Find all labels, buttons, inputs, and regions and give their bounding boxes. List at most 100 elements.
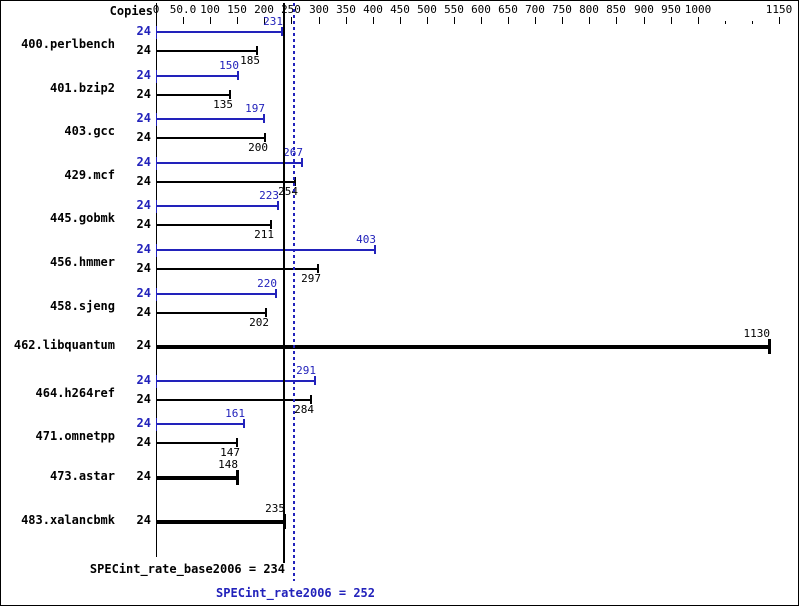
bar-end-cap [264, 133, 266, 142]
benchmark-bar [157, 137, 265, 139]
bar-origin-cap [156, 437, 157, 450]
bar-origin-cap [156, 89, 157, 102]
x-axis-tick-label: 0 [152, 3, 160, 16]
x-axis-tick-label: 950 [661, 3, 681, 16]
bar-value-label: 1130 [743, 327, 771, 340]
bar-origin-cap [156, 132, 157, 145]
benchmark-name-label: 483.xalancbmk [21, 513, 115, 527]
copies-value: 24 [136, 68, 151, 82]
bar-value-label: 135 [213, 98, 233, 111]
benchmark-bar [157, 75, 238, 77]
bar-value-label: 297 [301, 272, 321, 285]
x-axis-tick-label: 550 [444, 3, 464, 16]
bar-origin-cap [156, 307, 157, 320]
benchmark-bar [157, 293, 276, 295]
x-axis-tick-label: 850 [606, 3, 626, 16]
x-axis-tick [671, 17, 672, 24]
x-axis-tick [616, 17, 617, 24]
x-axis-tick [535, 17, 536, 24]
bar-end-cap [294, 177, 296, 186]
bar-origin-cap [156, 468, 157, 488]
bar-value-label: 211 [254, 228, 274, 241]
x-axis-tick [237, 17, 238, 24]
benchmark-name-label: 400.perlbench [21, 37, 115, 51]
benchmark-name-label: 429.mcf [64, 168, 115, 182]
benchmark-bar [157, 476, 237, 480]
copies-value: 24 [136, 513, 151, 527]
bar-value-label: 291 [296, 364, 316, 377]
bar-value-label: 403 [356, 233, 376, 246]
bar-origin-cap [156, 219, 157, 232]
x-axis-tick [644, 17, 645, 24]
benchmark-bar [157, 423, 244, 425]
bar-origin-cap [156, 244, 157, 257]
bar-origin-cap [156, 512, 157, 532]
x-axis-tick-label: 700 [525, 3, 545, 16]
bar-origin-cap [156, 288, 157, 301]
bar-value-label: 220 [257, 277, 277, 290]
y-axis-line [156, 3, 157, 557]
x-axis-tick [210, 17, 211, 24]
x-axis-tick-label: 500 [417, 3, 437, 16]
bar-origin-cap [156, 157, 157, 170]
x-axis-tick [562, 17, 563, 24]
copies-value: 24 [136, 469, 151, 483]
x-axis-tick-label: 150 [227, 3, 247, 16]
bar-value-label: 267 [277, 146, 303, 159]
x-axis-tick [373, 17, 374, 24]
x-axis-tick [589, 17, 590, 24]
copies-value: 24 [136, 130, 151, 144]
x-axis-tick [319, 17, 320, 24]
bar-origin-cap [156, 45, 157, 58]
copies-value: 24 [136, 338, 151, 352]
x-axis-tick-label: 50.0 [169, 3, 197, 16]
x-axis-tick [427, 17, 428, 24]
bar-origin-cap [156, 375, 157, 388]
benchmark-bar [157, 442, 237, 444]
copies-value: 24 [136, 435, 151, 449]
x-axis-tick-label: 100 [200, 3, 220, 16]
copies-value: 24 [136, 174, 151, 188]
benchmark-name-label: 458.sjeng [49, 299, 115, 313]
bar-value-label: 147 [220, 446, 240, 459]
x-axis-tick-label: 300 [309, 3, 329, 16]
benchmark-bar [157, 31, 282, 33]
copies-value: 24 [136, 111, 151, 125]
bar-value-label: 284 [294, 403, 314, 416]
benchmark-bar [157, 399, 311, 401]
copies-value: 24 [136, 261, 151, 275]
bar-end-cap [275, 289, 277, 298]
benchmark-bar [157, 94, 230, 96]
benchmark-bar [157, 205, 278, 207]
bar-end-cap [281, 27, 283, 36]
bar-end-cap [229, 90, 231, 99]
x-axis-tick-label: 1150 [765, 3, 793, 16]
copies-value: 24 [136, 416, 151, 430]
benchmark-bar [157, 520, 284, 524]
base-mean-reference-line [283, 3, 285, 563]
copies-value: 24 [136, 242, 151, 256]
benchmark-bar [157, 224, 271, 226]
benchmark-bar [157, 249, 375, 251]
benchmark-bar [157, 50, 257, 52]
x-axis-tick [346, 17, 347, 24]
base-mean-caption: SPECint_rate_base2006 = 234 [89, 562, 285, 576]
copies-value: 24 [136, 87, 151, 101]
bar-origin-cap [156, 337, 157, 357]
bar-value-label: 231 [263, 15, 283, 28]
bar-value-label: 202 [249, 316, 269, 329]
copies-column-header: Copies [109, 4, 153, 18]
x-axis-tick-label: 350 [336, 3, 356, 16]
benchmark-name-label: 462.libquantum [13, 338, 115, 352]
benchmark-name-label: 473.astar [49, 469, 115, 483]
x-axis-tick-label: 650 [498, 3, 518, 16]
x-axis-tick [264, 17, 265, 24]
benchmark-bar [157, 312, 266, 314]
x-axis-tick-label: 400 [363, 3, 383, 16]
x-axis-tick [508, 17, 509, 24]
x-axis-tick [156, 17, 157, 24]
copies-value: 24 [136, 217, 151, 231]
bar-end-cap [236, 470, 239, 485]
bar-end-cap [301, 158, 303, 167]
benchmark-name-label: 401.bzip2 [49, 81, 115, 95]
